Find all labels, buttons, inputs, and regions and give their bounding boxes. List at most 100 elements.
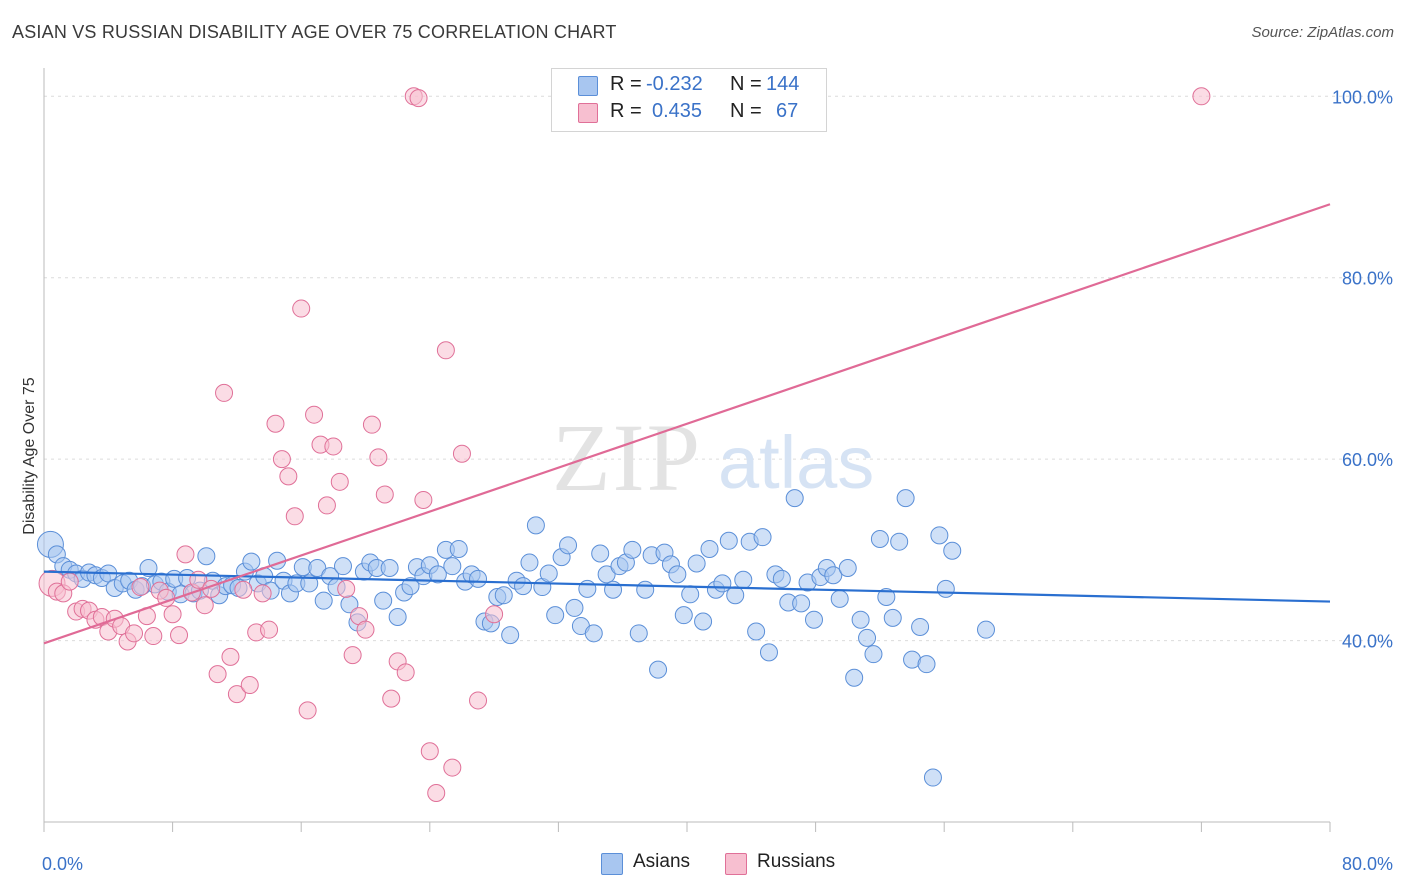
asian-point — [792, 594, 811, 613]
russian-point — [215, 383, 234, 402]
russian-point — [195, 596, 214, 615]
russian-point — [317, 496, 336, 515]
asian-point — [668, 565, 687, 584]
asian-point — [883, 608, 902, 627]
legend-n-value-asians: 144 — [766, 73, 800, 95]
asian-point — [584, 624, 603, 643]
asian-point — [719, 531, 738, 550]
russian-point — [125, 624, 144, 643]
x-tick-labels: 0.0% 80.0% — [42, 854, 1393, 874]
asian-point — [759, 643, 778, 662]
asian-point — [469, 569, 488, 588]
bottom-legend-swatch-asians — [601, 853, 623, 875]
asian-point — [824, 566, 843, 585]
asian-point — [197, 547, 216, 566]
russian-point — [131, 578, 150, 597]
asian-point — [674, 606, 693, 625]
asian-point — [877, 588, 896, 607]
russian-point — [260, 620, 279, 639]
asian-point — [514, 577, 533, 596]
watermark-zip: ZIP — [552, 404, 702, 511]
asian-point — [559, 536, 578, 555]
russian-point — [227, 685, 246, 704]
asian-point — [864, 645, 883, 664]
asian-point — [380, 559, 399, 577]
asian-point — [923, 768, 942, 787]
russian-point — [176, 545, 195, 564]
axes — [43, 68, 1331, 832]
legend-r-value-russians: 0.435 — [652, 100, 703, 122]
series-russians — [38, 87, 1211, 802]
asian-point — [870, 529, 889, 548]
asian-point — [890, 532, 909, 551]
watermark: ZIP atlas — [552, 404, 874, 511]
asian-point — [443, 557, 462, 576]
asian-point — [636, 580, 655, 599]
asian-point — [520, 553, 539, 572]
legend-n-label: N = — [730, 73, 762, 95]
russian-point — [305, 405, 324, 424]
asian-point — [694, 612, 713, 631]
asian-point — [139, 559, 158, 577]
legend-r-label: R = — [610, 73, 642, 95]
russian-point — [60, 572, 79, 591]
asian-point — [726, 586, 745, 605]
asian-point — [700, 539, 719, 558]
russian-point — [443, 758, 462, 777]
legend-r-value-asians: -0.232 — [646, 73, 703, 95]
asian-point — [374, 591, 393, 610]
russian-point — [409, 89, 428, 108]
asian-point — [597, 565, 616, 584]
asian-point — [308, 559, 327, 577]
asian-point — [539, 564, 558, 583]
asian-point — [649, 660, 668, 679]
trend-lines — [43, 203, 1331, 645]
asian-point — [772, 569, 791, 588]
asian-point — [242, 552, 261, 571]
asian-point — [449, 539, 468, 558]
x-tick-label: 80.0% — [1342, 854, 1393, 874]
asian-point — [526, 516, 545, 535]
russian-point — [469, 691, 488, 710]
russian-point — [337, 579, 356, 598]
russian-point — [343, 646, 362, 665]
asian-point — [930, 526, 949, 545]
russian-point — [208, 665, 227, 684]
asian-point — [629, 624, 648, 643]
asian-point — [943, 541, 962, 560]
asian-point — [734, 570, 753, 589]
russian-point — [221, 647, 240, 666]
russian-point — [324, 437, 343, 456]
y-tick-label: 100.0% — [1332, 87, 1393, 107]
bottom-legend-label-asians: Asians — [633, 851, 691, 872]
asian-point — [687, 554, 706, 573]
asian-point — [785, 489, 804, 508]
asian-point — [858, 628, 877, 647]
x-tick-label: 0.0% — [42, 854, 83, 874]
russian-point — [485, 605, 504, 624]
russian-point — [240, 676, 259, 695]
asian-point — [623, 540, 642, 559]
asian-point — [917, 655, 936, 674]
asian-point — [753, 528, 772, 547]
asian-point — [501, 626, 520, 645]
trend-line-asians — [43, 570, 1331, 603]
bottom-legend-swatch-russians — [725, 853, 747, 875]
russian-point — [170, 626, 189, 645]
legend-row-asians: R = -0.232 N = 144 — [552, 73, 826, 99]
russian-point — [279, 467, 298, 486]
russian-point — [427, 783, 446, 802]
asian-point — [388, 607, 407, 626]
asian-point — [851, 610, 870, 629]
y-tick-labels: 40.0% 60.0% 80.0% 100.0% — [1332, 87, 1393, 651]
russian-point — [266, 414, 285, 433]
russian-point — [163, 605, 182, 624]
russian-point — [356, 620, 375, 639]
russian-point — [285, 507, 304, 526]
asian-point — [401, 577, 420, 596]
asian-point — [333, 557, 352, 576]
asian-point — [713, 574, 732, 593]
legend-swatch-russians — [578, 103, 598, 123]
asian-point — [896, 489, 915, 508]
